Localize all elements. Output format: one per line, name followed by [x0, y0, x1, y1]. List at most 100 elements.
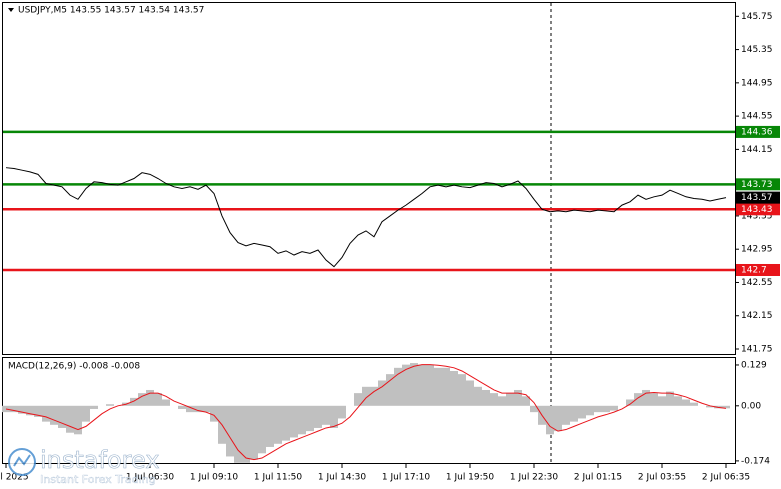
histogram-bar — [434, 367, 442, 406]
x-tick-label: 1 Jul 17:10 — [382, 473, 431, 483]
histogram-bar — [626, 399, 634, 406]
histogram-bar — [26, 405, 34, 416]
histogram-bar — [178, 405, 186, 409]
histogram-bar — [474, 386, 482, 406]
y-tick-label: 143.35 — [741, 211, 773, 221]
histogram-bar — [42, 405, 50, 422]
histogram-bar — [362, 386, 370, 406]
last-price-box — [736, 191, 780, 204]
histogram-bar — [666, 391, 674, 406]
watermark: instaforex Instant Forex Trading — [8, 446, 160, 486]
histogram-bar — [642, 389, 650, 406]
histogram-bar — [330, 405, 338, 428]
histogram-bar — [226, 405, 234, 457]
histogram-bar — [50, 405, 58, 425]
y-tick-label: 141.75 — [741, 345, 773, 355]
logo-mark — [13, 454, 31, 467]
histogram-bar — [58, 405, 66, 428]
histogram-bar — [706, 405, 714, 408]
histogram-bar — [658, 396, 666, 406]
macd-title: MACD(12,26,9) -0.008 -0.008 — [8, 362, 140, 372]
histogram-bar — [34, 405, 42, 417]
histogram-bar — [90, 405, 98, 409]
x-tick-label: 1 Jul 14:30 — [318, 473, 367, 483]
last-price-label: 143.57 — [741, 193, 773, 203]
histogram-bar — [106, 404, 114, 406]
y-tick-label: 142.95 — [741, 245, 773, 255]
histogram-bar — [674, 396, 682, 406]
level-label: 143.73 — [741, 180, 773, 190]
histogram-bar — [546, 405, 554, 435]
histogram-bar — [506, 393, 514, 406]
histogram-bar — [394, 367, 402, 406]
histogram-bar — [378, 380, 386, 406]
histogram-bar — [210, 405, 218, 422]
level-label: 143.43 — [741, 205, 773, 215]
histogram-bar — [282, 405, 290, 441]
histogram-bar — [202, 405, 210, 413]
histogram-bar — [442, 367, 450, 406]
histogram-bar — [586, 405, 594, 416]
y-tick-label: 144.55 — [741, 112, 773, 122]
y-tick-label: 0.129 — [741, 360, 767, 370]
histogram-bar — [426, 364, 434, 406]
histogram-bar — [498, 396, 506, 406]
signal-line — [5, 364, 727, 461]
histogram-bar — [314, 405, 322, 428]
histogram-bar — [418, 364, 426, 406]
histogram-bar — [522, 396, 530, 406]
histogram-bar — [450, 370, 458, 406]
histogram-bar — [274, 405, 282, 444]
histogram-bar — [290, 405, 298, 438]
level-label-box — [736, 263, 780, 276]
histogram-bar — [570, 405, 578, 422]
menu-arrow — [8, 8, 14, 12]
level-label: 142.7 — [741, 265, 767, 275]
price-panel — [2, 2, 736, 355]
histogram-bar — [722, 405, 730, 409]
x-tick-label: 1 Jul 11:50 — [254, 473, 303, 483]
histogram-bar — [154, 393, 162, 406]
histogram-bar — [610, 405, 618, 411]
histogram-bar — [650, 393, 658, 406]
histogram-bar — [514, 389, 522, 406]
y-tick-label: -0.174 — [741, 456, 770, 466]
histogram-bar — [402, 364, 410, 406]
histogram-bar — [634, 393, 642, 406]
histogram-bar — [66, 405, 74, 433]
y-tick-label: 144.95 — [741, 78, 773, 88]
histogram-bar — [306, 405, 314, 432]
y-tick-label: 145.35 — [741, 45, 773, 55]
histogram-bar — [578, 405, 586, 419]
price-line — [5, 167, 727, 268]
histogram-bar — [338, 405, 346, 419]
histogram-bar — [490, 393, 498, 406]
histogram-bar — [18, 405, 26, 414]
x-tick-label: 1 Jul 2025 — [0, 473, 29, 483]
histogram-bar — [74, 405, 82, 435]
histogram-bar — [466, 380, 474, 406]
histogram-bar — [162, 399, 170, 406]
histogram-bar — [554, 405, 562, 432]
x-tick-label: 2 Jul 01:15 — [574, 473, 622, 483]
histogram-bar — [234, 405, 242, 463]
level-label-box — [736, 203, 780, 216]
chart-title: USDJPY,M5 143.55 143.57 143.54 143.57 — [18, 6, 204, 16]
histogram-bar — [602, 405, 610, 413]
histogram-bar — [138, 393, 146, 406]
histogram-bar — [266, 405, 274, 447]
histogram-bar — [322, 405, 330, 425]
y-tick-label: 142.55 — [741, 278, 773, 288]
histogram-bar — [82, 405, 90, 422]
histogram-bar — [354, 393, 362, 406]
histogram-bar — [482, 389, 490, 406]
histogram-bar — [386, 374, 394, 406]
histogram-bar — [250, 405, 258, 460]
histogram-bar — [10, 405, 18, 413]
histogram-bar — [594, 405, 602, 413]
y-tick-label: 144.15 — [741, 145, 773, 155]
histogram-bar — [194, 405, 202, 413]
histogram-bar — [410, 363, 418, 406]
